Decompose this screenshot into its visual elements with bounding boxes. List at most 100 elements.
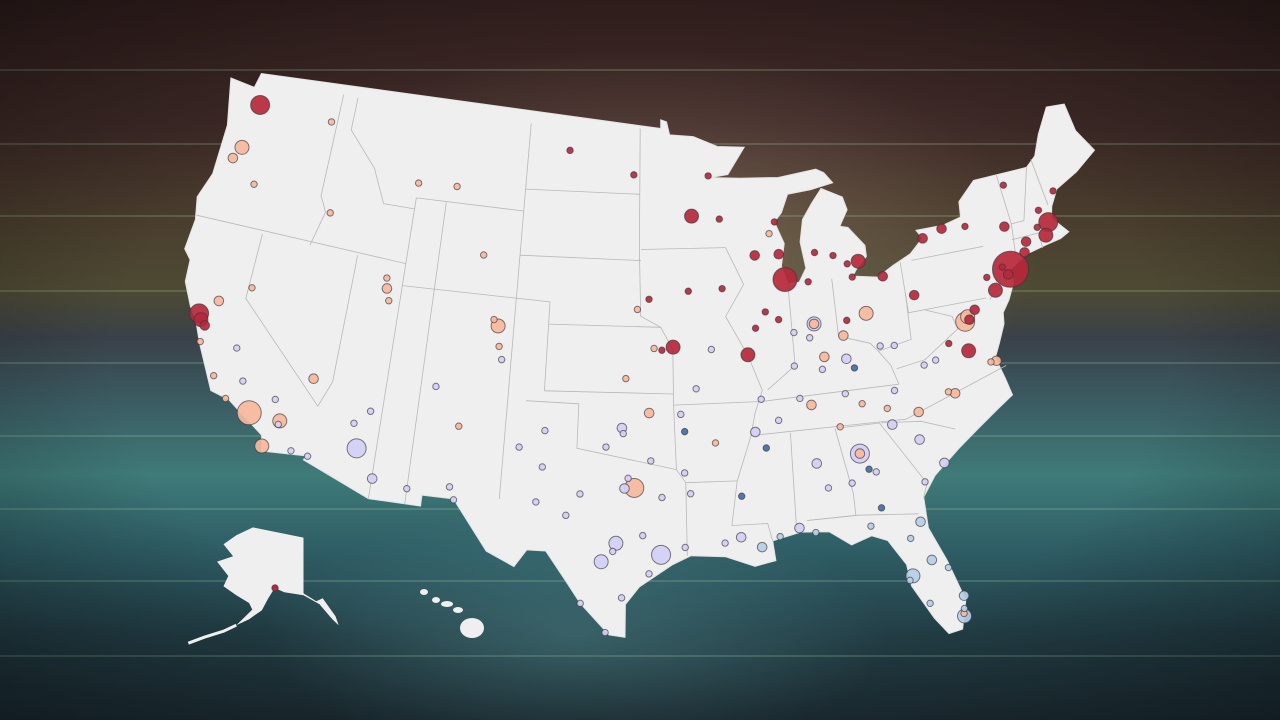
city-marker xyxy=(936,223,947,234)
state-border xyxy=(685,480,738,484)
city-marker xyxy=(790,362,799,370)
city-marker xyxy=(721,539,729,547)
city-marker xyxy=(858,305,874,321)
city-marker xyxy=(921,478,929,486)
city-marker xyxy=(608,547,617,556)
city-marker xyxy=(939,457,950,469)
state-border xyxy=(350,97,415,210)
city-marker xyxy=(350,419,358,428)
city-marker xyxy=(680,469,689,477)
city-marker xyxy=(645,295,653,303)
city-marker xyxy=(287,447,295,455)
city-marker xyxy=(593,554,609,570)
city-marker xyxy=(601,628,609,637)
city-marker xyxy=(824,484,833,492)
city-marker xyxy=(366,473,378,484)
city-marker xyxy=(271,395,279,404)
city-marker xyxy=(926,554,938,566)
city-marker xyxy=(718,284,726,293)
city-marker xyxy=(455,422,463,430)
city-marker xyxy=(749,250,761,261)
city-marker xyxy=(991,250,1029,288)
city-marker xyxy=(707,345,716,354)
city-marker xyxy=(658,346,666,354)
city-markers xyxy=(189,94,1059,637)
city-marker xyxy=(999,221,1010,232)
city-marker xyxy=(532,498,540,506)
city-marker xyxy=(914,434,925,445)
city-marker xyxy=(630,171,638,179)
city-marker xyxy=(711,439,720,447)
city-marker xyxy=(432,382,440,391)
city-marker xyxy=(920,361,928,369)
state-border xyxy=(544,390,674,395)
city-marker xyxy=(854,448,866,459)
state-border xyxy=(1011,167,1027,225)
state-border xyxy=(526,400,677,470)
state-border xyxy=(519,254,642,261)
contiguous-us-shape xyxy=(184,72,1096,638)
state-border xyxy=(196,214,406,264)
city-marker xyxy=(865,465,873,473)
city-marker xyxy=(843,316,851,325)
city-marker xyxy=(806,399,817,411)
city-marker xyxy=(751,324,760,332)
hawaii-island xyxy=(460,618,484,638)
city-marker xyxy=(867,522,875,530)
city-marker xyxy=(538,463,547,471)
city-marker xyxy=(887,419,898,430)
city-marker xyxy=(213,295,225,307)
city-marker xyxy=(774,315,783,324)
city-marker xyxy=(566,146,574,155)
city-marker xyxy=(651,544,672,565)
city-marker xyxy=(772,267,798,293)
state-border xyxy=(416,197,524,212)
city-marker xyxy=(796,394,804,403)
city-marker xyxy=(917,233,928,244)
city-marker xyxy=(735,531,747,543)
city-marker xyxy=(209,371,218,380)
city-marker xyxy=(239,377,247,385)
city-marker xyxy=(841,389,849,398)
city-marker xyxy=(381,283,393,294)
city-marker xyxy=(453,182,461,191)
city-marker xyxy=(445,483,454,491)
state-border xyxy=(911,245,984,261)
city-marker xyxy=(1002,269,1014,280)
city-marker xyxy=(811,458,823,469)
state-border xyxy=(1030,159,1049,206)
city-marker xyxy=(805,334,814,342)
city-marker xyxy=(308,373,319,385)
city-marker xyxy=(850,364,859,372)
city-marker xyxy=(915,516,926,528)
city-marker xyxy=(274,420,282,429)
city-marker xyxy=(515,443,523,451)
grid-line xyxy=(0,69,1280,71)
city-marker xyxy=(704,172,712,180)
city-marker xyxy=(385,297,393,305)
city-marker xyxy=(490,315,498,324)
state-border xyxy=(525,188,640,195)
state-border xyxy=(368,197,417,499)
city-marker xyxy=(1049,187,1057,195)
city-marker xyxy=(576,490,584,498)
city-marker xyxy=(876,342,884,350)
state-border xyxy=(245,233,319,407)
hawaii-island xyxy=(453,607,463,613)
city-marker xyxy=(804,278,812,286)
city-marker xyxy=(890,341,898,350)
city-marker xyxy=(931,356,940,364)
city-marker xyxy=(790,328,798,337)
city-marker xyxy=(964,314,975,326)
city-marker xyxy=(403,484,411,493)
state-border xyxy=(498,123,532,500)
city-marker xyxy=(619,429,627,438)
city-marker xyxy=(327,118,336,126)
city-marker xyxy=(624,474,632,483)
city-marker xyxy=(983,273,991,282)
city-marker xyxy=(234,139,250,155)
city-marker xyxy=(1038,227,1054,243)
city-marker xyxy=(944,388,953,396)
city-marker xyxy=(810,248,819,257)
city-marker xyxy=(684,287,692,295)
